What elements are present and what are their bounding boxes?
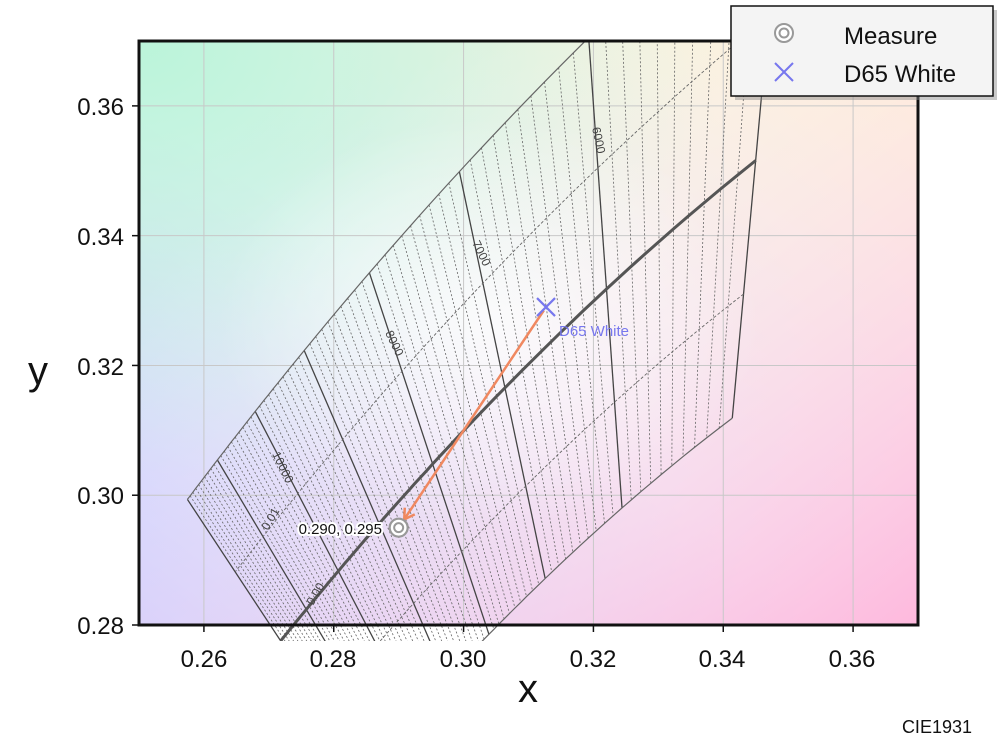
planckian-locus (279, 159, 757, 641)
isotemperature-line-major (216, 459, 326, 641)
isotemperature-line-major (254, 411, 376, 641)
isotemperature-line-minor (250, 416, 370, 641)
d65-label: D65 White (559, 323, 629, 340)
x-tick-labels: 0.26 0.28 0.30 0.32 0.34 0.36 (181, 646, 876, 673)
isotemperature-line-minor (315, 336, 443, 641)
x-tick-label: 0.30 (440, 646, 487, 673)
planckian-locus-mesh (186, 41, 768, 641)
isotemperature-line-minor (242, 426, 360, 641)
data-points (388, 297, 556, 538)
isotemperature-line-minor (671, 41, 676, 466)
legend-box (730, 5, 994, 97)
isotemperature-line-minor (428, 204, 527, 597)
plot-frame (137, 39, 920, 627)
measure-point (388, 517, 409, 538)
isotemperature-line-minor (333, 313, 461, 641)
isotemperature-line-minor (682, 41, 694, 457)
isotemperature-line-minor (481, 147, 559, 566)
isotemperature-line-minor (401, 235, 510, 614)
duv-contour (379, 293, 744, 641)
isotemperature-line-minor (298, 357, 425, 641)
isotemperature-line-minor (246, 421, 365, 641)
y-axis-label: y (28, 349, 48, 393)
isotemperature-line-minor (340, 306, 467, 641)
y-tick-label: 0.34 (77, 224, 124, 251)
measure-label-halo: 0.290, 0.295 (299, 521, 382, 538)
legend-measure-marker (774, 23, 794, 43)
isotemperature-line-minor (558, 67, 605, 524)
x-tick-label: 0.26 (181, 646, 228, 673)
duv-contour (481, 417, 733, 641)
isotemperature-line-minor (207, 472, 312, 641)
isotemperature-line-minor (259, 405, 381, 641)
legend: Measure D65 White (730, 5, 997, 100)
isotemperature-line-minor (234, 436, 350, 641)
footer-label: CIE1931 (902, 717, 972, 737)
isotemperature-line-minor (238, 431, 355, 641)
d65-point (536, 297, 556, 317)
isotemperature-line-major (458, 171, 546, 579)
isotemperature-line-minor (517, 109, 581, 546)
isotemperature-line-major (186, 499, 282, 641)
isotemperature-line-major (368, 272, 490, 635)
isotemperature-line-minor (292, 363, 419, 641)
y-tick-label: 0.28 (77, 613, 124, 640)
isotemperature-line-minor (392, 245, 505, 619)
legend-label-measure: Measure (844, 23, 937, 50)
cct-label-6000: 6000 (589, 126, 608, 155)
y-tick-labels: 0.28 0.30 0.32 0.34 0.36 (77, 94, 124, 640)
isotemperature-line-major (588, 41, 623, 508)
x-axis-label: x (518, 667, 538, 711)
y-tick-label: 0.36 (77, 94, 124, 121)
isotemperature-line-minor (354, 289, 479, 641)
duv-contour (186, 41, 587, 500)
isotemperature-line-minor (263, 400, 386, 641)
y-tick-label: 0.30 (77, 483, 124, 510)
isotemperature-line-minor (321, 329, 449, 641)
isotemperature-line-minor (622, 41, 642, 492)
isotemperature-line-major (731, 41, 768, 419)
isotemperature-line-minor (706, 41, 730, 438)
isotemperature-line-minor (287, 370, 414, 641)
measure-label: 0.290, 0.295 (299, 521, 382, 538)
x-tick-label: 0.36 (829, 646, 876, 673)
isotemperature-line-minor (544, 81, 597, 531)
isotemperature-line-minor (213, 464, 321, 641)
isotemperature-line-minor (572, 52, 614, 516)
isotemperature-line-minor (210, 468, 317, 641)
x-tick-label: 0.34 (699, 646, 746, 673)
y-tick-label: 0.32 (77, 354, 124, 381)
x-tick-label: 0.32 (570, 646, 617, 673)
isotemperature-line-minor (361, 281, 485, 640)
legend-label-d65: D65 White (844, 61, 956, 88)
legend-d65-marker (774, 62, 794, 82)
isotemperature-line-minor (268, 394, 392, 641)
isotemperature-line-minor (272, 388, 397, 641)
isotemperature-line-minor (419, 215, 522, 603)
isotemperature-line-minor (384, 254, 500, 625)
isotemperature-line-minor (694, 41, 712, 448)
point-annotations: 0.290, 0.295 0.290, 0.295 D65 White (297, 323, 629, 540)
measure-point-inner (393, 522, 405, 534)
isotemperature-line-minor (504, 122, 574, 553)
isotemperature-line-minor (327, 321, 455, 641)
x-tick-label: 0.28 (310, 646, 357, 673)
axis-ticks (132, 105, 854, 632)
